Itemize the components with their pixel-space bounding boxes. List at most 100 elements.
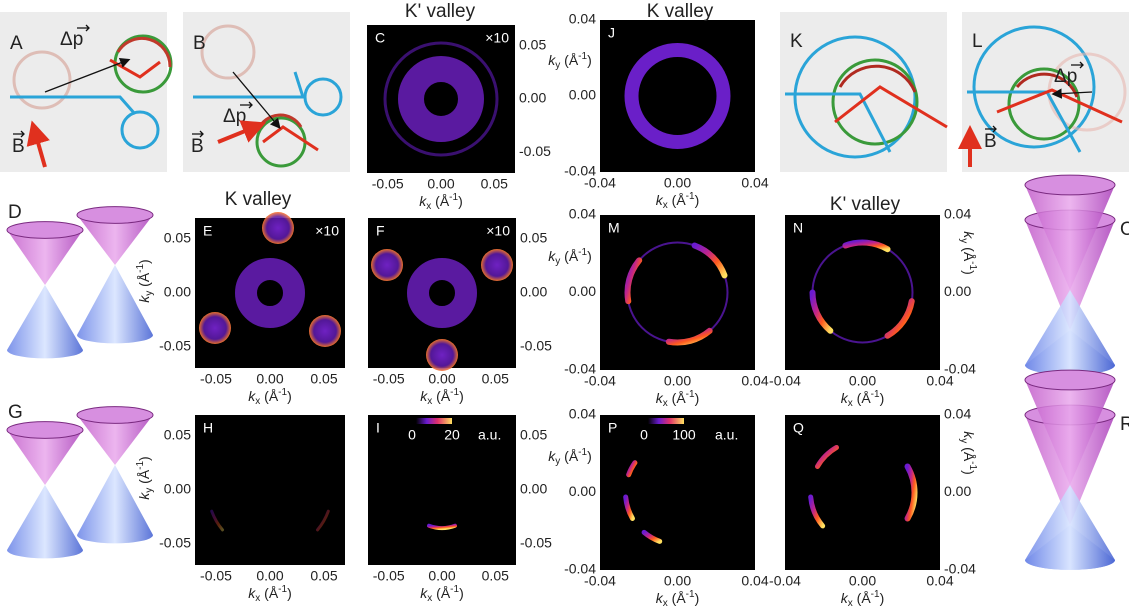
panel-label: Q bbox=[793, 420, 804, 436]
y-tick-label: -0.04 bbox=[564, 163, 596, 179]
axis-symbol: k bbox=[136, 492, 152, 500]
y-tick-label: 0.00 bbox=[519, 90, 546, 106]
axis-unit-end: ) bbox=[458, 193, 463, 209]
panel-label: E bbox=[203, 223, 212, 239]
intensity-ring bbox=[624, 43, 731, 149]
x-tick-label: 0.00 bbox=[428, 568, 455, 584]
axis-superscript: -1 bbox=[967, 461, 978, 470]
cone-upper bbox=[77, 415, 153, 465]
intensity-arc bbox=[884, 298, 915, 339]
x-tick-label: 0.05 bbox=[310, 568, 337, 584]
heatmap-background bbox=[600, 215, 755, 370]
x-tick-label: 0.04 bbox=[926, 373, 953, 389]
sketch-circle bbox=[972, 25, 1096, 149]
heatmap-background bbox=[785, 215, 940, 370]
y-tick-label: -0.04 bbox=[944, 561, 976, 577]
y-tick-label: 0.05 bbox=[520, 427, 547, 443]
axis-superscript: -1 bbox=[450, 387, 459, 398]
x-tick-label: -0.04 bbox=[584, 573, 616, 589]
axis-unit-end: ) bbox=[695, 590, 700, 606]
panel-label: M bbox=[608, 220, 620, 236]
x-tick-label: 0.00 bbox=[849, 373, 876, 389]
axis-label: ky (Å-1) bbox=[548, 51, 591, 71]
axis-superscript: -1 bbox=[278, 584, 287, 595]
axis-subscript: x bbox=[848, 398, 853, 409]
scale-note: ×10 bbox=[315, 223, 339, 239]
cone-upper bbox=[77, 215, 153, 265]
axis-subscript: y bbox=[958, 438, 969, 443]
axis-unit-end: ) bbox=[695, 192, 700, 208]
field-b: B bbox=[12, 136, 25, 157]
x-tick-label: -0.04 bbox=[584, 373, 616, 389]
x-tick-label: -0.05 bbox=[372, 176, 404, 192]
axis-unit: (Å bbox=[668, 590, 687, 606]
heatmap-background bbox=[600, 20, 755, 172]
intensity-arc bbox=[427, 523, 457, 530]
axis-unit: (Å bbox=[431, 193, 450, 209]
y-tick-label: 0.00 bbox=[569, 483, 596, 499]
heatmap-background bbox=[600, 415, 755, 570]
cone-rim bbox=[6, 421, 84, 439]
axis-unit-end: ) bbox=[587, 448, 592, 464]
shift-arrow bbox=[232, 71, 281, 129]
x-tick-label: 0.04 bbox=[741, 175, 768, 191]
axis-symbol: k bbox=[841, 590, 849, 606]
cone-rim bbox=[76, 406, 154, 424]
y-tick-label: -0.04 bbox=[944, 361, 976, 377]
axis-superscript: -1 bbox=[449, 192, 458, 203]
y-tick-label: -0.05 bbox=[159, 338, 191, 354]
axis-label: kx (Å-1) bbox=[841, 389, 884, 409]
intensity-spot bbox=[262, 212, 294, 244]
intensity-ring bbox=[235, 258, 305, 328]
axis-subscript: x bbox=[663, 598, 668, 606]
colorbar bbox=[648, 418, 684, 424]
x-tick-label: -0.04 bbox=[584, 175, 616, 191]
axis-subscript: y bbox=[144, 488, 155, 493]
cone-rim bbox=[76, 206, 154, 224]
axis-symbol: k bbox=[548, 52, 556, 68]
axis-label: kx (Å-1) bbox=[656, 389, 699, 409]
axis-symbol: k bbox=[656, 390, 664, 406]
cone-upper bbox=[7, 230, 83, 285]
vector-arrow bbox=[192, 130, 204, 138]
axis-unit-end: ) bbox=[961, 270, 977, 275]
panel-label: R bbox=[1120, 414, 1129, 435]
intensity-ring bbox=[398, 56, 484, 142]
y-tick-label: 0.04 bbox=[569, 206, 596, 222]
axis-symbol: k bbox=[420, 388, 428, 404]
x-tick-label: 0.05 bbox=[482, 371, 509, 387]
colorbar-min: 0 bbox=[640, 427, 648, 443]
axis-superscript: -1 bbox=[135, 461, 146, 470]
panel-title: K' valley bbox=[405, 1, 476, 22]
intensity-arc bbox=[691, 242, 728, 279]
axis-label: kx (Å-1) bbox=[420, 387, 463, 407]
axis-superscript: -1 bbox=[135, 264, 146, 273]
sketch-background bbox=[780, 12, 947, 172]
axis-subscript: x bbox=[663, 398, 668, 409]
intensity-arc bbox=[814, 444, 839, 469]
axis-symbol: k bbox=[841, 390, 849, 406]
panel-label: A bbox=[10, 33, 23, 54]
intensity-ring bbox=[407, 258, 477, 328]
sketch-line bbox=[10, 95, 137, 115]
y-tick-label: 0.00 bbox=[944, 483, 971, 499]
x-tick-label: 0.04 bbox=[741, 573, 768, 589]
axis-unit-end: ) bbox=[287, 388, 292, 404]
y-tick-label: 0.04 bbox=[569, 11, 596, 27]
axis-symbol: k bbox=[656, 590, 664, 606]
panel-label: I bbox=[376, 420, 380, 436]
axis-unit: (Å bbox=[560, 248, 579, 264]
intensity-arc bbox=[809, 289, 834, 334]
axis-subscript: x bbox=[255, 396, 260, 407]
axis-unit-end: ) bbox=[695, 390, 700, 406]
panel-title: K valley bbox=[647, 1, 714, 22]
sketch-circle bbox=[120, 110, 160, 150]
y-tick-label: 0.04 bbox=[944, 406, 971, 422]
x-tick-label: 0.00 bbox=[664, 175, 691, 191]
sketch-circle bbox=[1007, 67, 1081, 141]
axis-unit-end: ) bbox=[961, 470, 977, 475]
axis-subscript: x bbox=[848, 598, 853, 606]
axis-label: ky (Å-1) bbox=[135, 456, 155, 499]
panel-label: D bbox=[8, 202, 22, 223]
axis-unit-end: ) bbox=[287, 585, 292, 601]
